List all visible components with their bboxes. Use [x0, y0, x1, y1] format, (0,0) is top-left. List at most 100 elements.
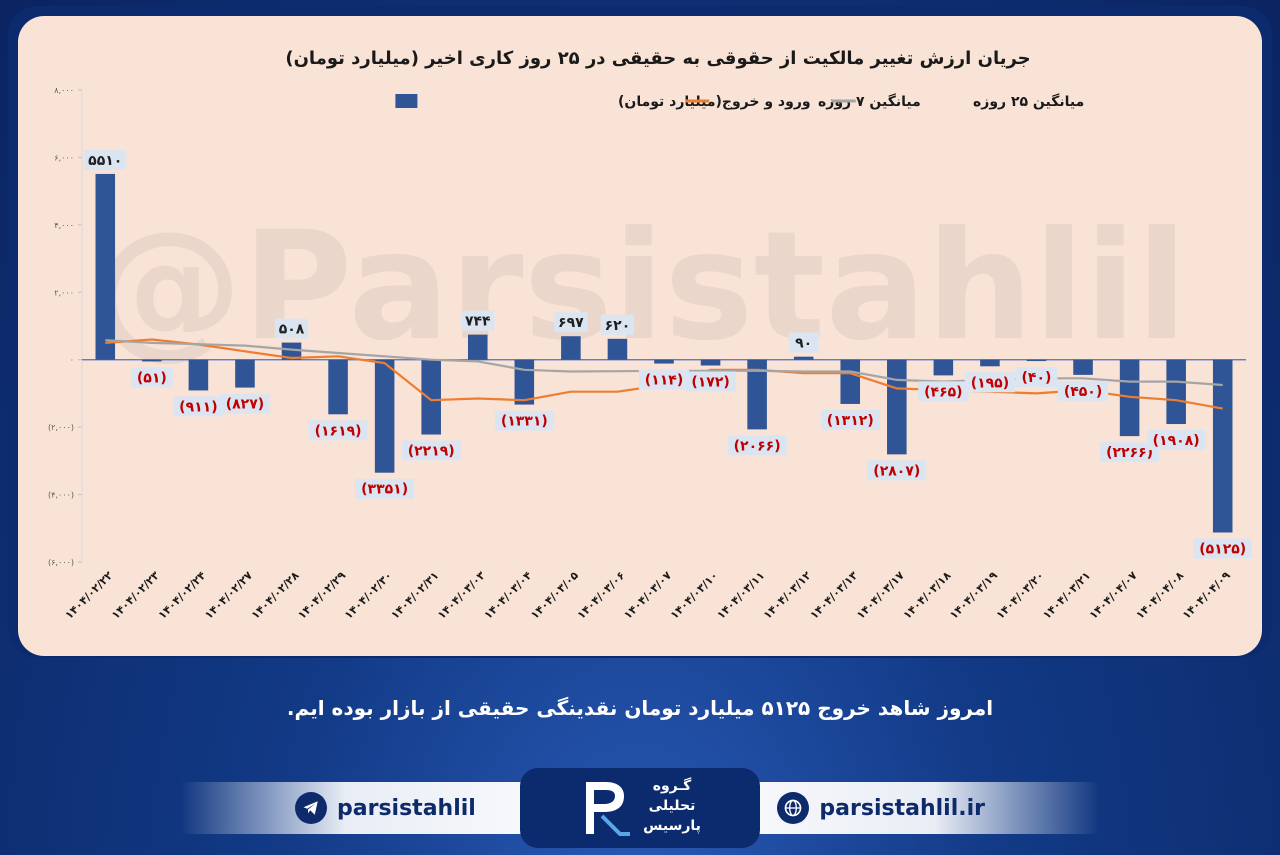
data-labels-group: ۵۵۱۰ (۵۱) (۹۱۱) (۸۲۷) ۵۰۸ (۱۶۱۹) (۳۳۵۱) (۲۲۱۹) ۷…	[84, 149, 1253, 559]
data-label-text: (۱۳۳۱)	[501, 414, 548, 430]
x-tick-label: ۱۴۰۴/۰۲/۳۱	[388, 569, 441, 622]
x-tick-label: ۱۴۰۴/۰۴/۰۹	[1180, 569, 1233, 622]
telegram-link[interactable]: parsistahlil	[295, 792, 476, 824]
y-tick-label: (۲,۰۰۰)	[48, 423, 74, 432]
x-tick-label: ۱۴۰۴/۰۳/۰۳	[435, 569, 488, 622]
bar	[467, 334, 488, 360]
data-label: (۵۱)	[130, 367, 173, 388]
data-label-text: (۱۷۲)	[691, 375, 729, 391]
website-url: parsistahlil.ir	[819, 795, 985, 821]
data-label-text: (۱۱۴)	[645, 373, 683, 389]
data-label-text: (۵۱)	[137, 370, 167, 386]
legend-item: ورود و خروج(میلیارد تومان)	[395, 94, 811, 110]
data-label-box	[554, 312, 588, 333]
data-label: (۱۹۵)	[964, 372, 1016, 393]
x-tick-label: ۱۴۰۴/۰۳/۱۸	[901, 569, 954, 622]
x-tick-label: ۱۴۰۴/۰۲/۲۴	[156, 569, 209, 622]
data-label: (۹۱۱)	[173, 396, 224, 417]
y-tick-label: (۴,۰۰۰)	[48, 491, 74, 500]
bar	[980, 359, 1000, 367]
data-label: (۱۳۱۲)	[820, 409, 880, 430]
x-tick-label: ۱۴۰۴/۰۲/۳۰	[342, 569, 395, 622]
data-label-box	[173, 396, 224, 417]
chart-svg: @Parsistahlil جریان ارزش تغییر مالکیت از…	[48, 48, 1253, 622]
data-label: (۱۳۳۱)	[494, 410, 554, 431]
y-tick-label: ۸,۰۰۰	[54, 86, 74, 95]
y-tick-label: ۴,۰۰۰	[54, 221, 74, 230]
data-label-box	[308, 420, 368, 441]
x-tick-label: ۱۴۰۴/۰۳/۱۹	[947, 569, 1000, 622]
legend-label: ورود و خروج(میلیارد تومان)	[618, 94, 811, 110]
data-label-text: (۲۰۶۶)	[734, 438, 781, 454]
bar	[374, 359, 395, 473]
data-label-text: ۵۵۱۰	[88, 153, 122, 169]
data-label: (۱۹۰۸)	[1146, 430, 1206, 451]
legend-item: میانگین ۷ روزه	[685, 93, 921, 110]
data-label-box	[685, 371, 736, 392]
bar	[235, 359, 255, 388]
data-label-box	[638, 369, 690, 390]
logo-line1: گـروه	[652, 778, 692, 794]
data-label-box	[600, 314, 635, 335]
data-label-box	[355, 478, 415, 499]
bar	[1166, 359, 1186, 425]
x-tick-label: ۱۴۰۴/۰۳/۰۴	[482, 569, 535, 622]
data-label-box	[820, 409, 880, 430]
x-tick-label: ۱۴۰۴/۰۲/۲۹	[295, 569, 348, 622]
bar	[188, 359, 209, 391]
data-label-text: ۷۴۴	[465, 314, 491, 330]
telegram-icon	[295, 792, 327, 824]
data-label: (۵۱۲۵)	[1193, 538, 1253, 559]
data-label-box	[130, 367, 173, 388]
bar	[654, 359, 674, 364]
data-label-box	[461, 310, 495, 331]
x-tick-label: ۱۴۰۴/۰۳/۲۰	[994, 569, 1047, 622]
data-label-text: (۲۲۶۶)	[1106, 445, 1153, 461]
website-link[interactable]: parsistahlil.ir	[777, 792, 985, 824]
data-label-text: (۱۶۱۹)	[315, 423, 362, 439]
data-label-box	[1057, 380, 1109, 401]
bar	[887, 359, 907, 455]
data-label-box	[1146, 430, 1206, 451]
data-label-box	[727, 435, 787, 456]
data-label-box	[918, 381, 969, 402]
data-label-box	[494, 410, 554, 431]
data-label-text: (۹۱۱)	[179, 399, 217, 415]
bar	[700, 359, 721, 366]
data-label-text: (۱۳۱۲)	[827, 413, 874, 429]
data-label: (۱۷۲)	[685, 371, 736, 392]
data-label: ۵۰۸	[274, 318, 309, 339]
bar	[1119, 359, 1140, 437]
chart-title: جریان ارزش تغییر مالکیت از حقوقی به حقیق…	[285, 48, 1030, 69]
data-label-box	[788, 332, 819, 353]
bar	[933, 359, 954, 376]
data-label: ۶۹۷	[554, 312, 588, 333]
x-axis: ۱۴۰۴/۰۲/۲۲۱۴۰۴/۰۲/۲۳۱۴۰۴/۰۲/۲۴۱۴۰۴/۰۲/۲۷…	[63, 569, 1233, 622]
data-label-text: (۳۳۵۱)	[361, 482, 408, 498]
data-label-text: ۶۹۷	[558, 315, 584, 331]
data-label: (۴۵۰)	[1057, 380, 1109, 401]
x-tick-label: ۱۴۰۴/۰۴/۰۸	[1133, 569, 1186, 622]
logo-line2: تحلیلی	[648, 798, 696, 814]
caption-text: امروز شاهد خروج ۵۱۲۵ میلیارد تومان نقدین…	[286, 696, 994, 720]
x-tick-label: ۱۴۰۴/۰۳/۱۳	[808, 569, 861, 622]
data-label-box	[84, 149, 127, 170]
x-tick-label: ۱۴۰۴/۰۲/۲۸	[249, 569, 302, 622]
bar	[328, 359, 348, 415]
data-label-box	[401, 440, 461, 461]
data-label: (۱۶۱۹)	[308, 420, 368, 441]
x-tick-label: ۱۴۰۴/۰۳/۱۲	[761, 569, 814, 622]
data-label-text: ۹۰	[795, 336, 812, 352]
data-label-text: (۲۲۱۹)	[408, 444, 455, 460]
data-label-text: (۴۵۰)	[1064, 384, 1102, 400]
data-label-box	[964, 372, 1016, 393]
data-label: ۵۵۱۰	[84, 149, 127, 170]
bar	[840, 359, 861, 404]
legend-swatch	[395, 94, 418, 108]
bar	[95, 173, 116, 360]
data-label-text: ۶۲۰	[605, 318, 631, 334]
x-tick-label: ۱۴۰۴/۰۲/۲۲	[63, 569, 116, 622]
bar	[281, 342, 302, 360]
bars-group	[95, 173, 1233, 533]
x-tick-label: ۱۴۰۴/۰۳/۱۷	[854, 569, 907, 622]
